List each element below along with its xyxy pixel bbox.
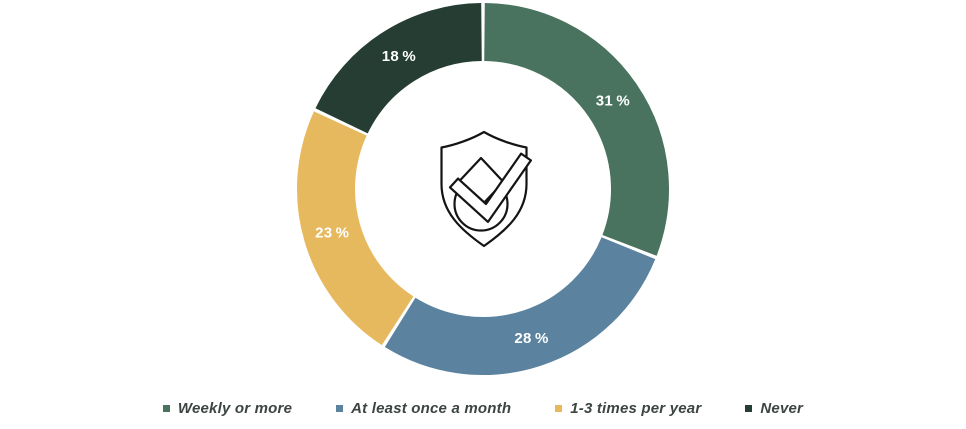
legend-item-never: Never [745,401,803,416]
legend-item-1-3-times-per-year: 1-3 times per year [555,401,701,416]
legend-swatch-weekly-or-more [162,405,170,412]
slice-label-never: 18 % [382,48,416,65]
donut-segment-weekly-or-more [483,3,669,256]
legend-swatch-never [745,405,753,412]
donut-segment-1-3-times-per-year [297,111,414,346]
donut-chart: 31 % 28 % 23 % 18 % [297,3,669,375]
legend-label: Never [760,400,804,417]
shield-checkmark-icon [433,128,535,250]
donut-segment-at-least-once-a-month [384,236,656,375]
legend-item-at-least-once-a-month: At least once a month [336,401,511,416]
legend-label: At least once a month [351,400,512,417]
legend-item-weekly-or-more: Weekly or more [162,400,293,417]
legend-label: Weekly or more [177,400,293,417]
legend-label: 1-3 times per year [570,400,702,417]
chart-legend: Weekly or more At least once a month 1-3… [0,401,966,416]
legend-swatch-1-3-times-per-year [555,405,563,412]
slice-label-1-3-times-per-year: 23 % [315,224,349,241]
slice-label-at-least-once-a-month: 28 % [514,330,548,347]
legend-swatch-at-least-once-a-month [336,405,344,412]
donut-segment-never [315,3,483,135]
slice-label-weekly-or-more: 31 % [596,92,630,109]
